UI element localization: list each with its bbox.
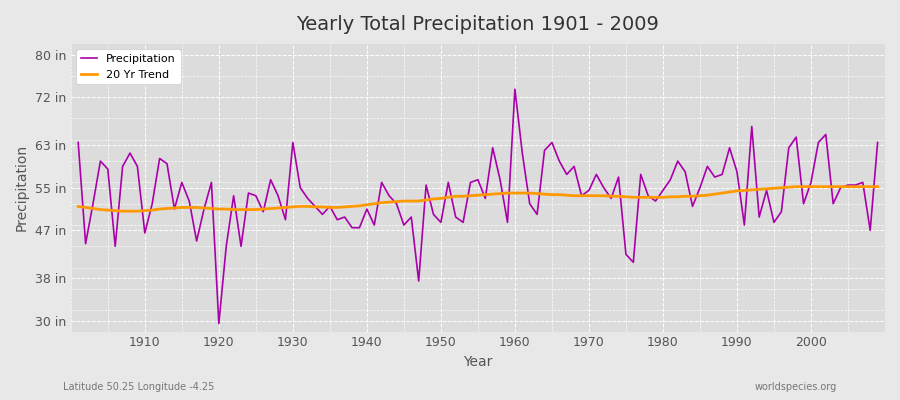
Precipitation <box>213 321 224 326</box>
20 Yr Trend <box>606 194 616 199</box>
Y-axis label: Precipitation: Precipitation <box>15 144 29 231</box>
Line: Precipitation: Precipitation <box>78 89 878 324</box>
Precipitation <box>73 140 84 145</box>
Text: worldspecies.org: worldspecies.org <box>755 382 837 392</box>
Precipitation <box>132 164 143 169</box>
Text: Latitude 50.25 Longitude -4.25: Latitude 50.25 Longitude -4.25 <box>63 382 214 392</box>
Line: 20 Yr Trend: 20 Yr Trend <box>78 187 878 211</box>
20 Yr Trend <box>872 184 883 189</box>
X-axis label: Year: Year <box>464 355 492 369</box>
Precipitation <box>613 175 624 180</box>
Precipitation <box>302 196 313 201</box>
Precipitation <box>509 87 520 92</box>
20 Yr Trend <box>791 184 802 189</box>
Precipitation <box>525 201 535 206</box>
20 Yr Trend <box>517 191 527 196</box>
20 Yr Trend <box>117 209 128 214</box>
20 Yr Trend <box>140 208 150 213</box>
20 Yr Trend <box>346 204 357 209</box>
20 Yr Trend <box>509 191 520 196</box>
20 Yr Trend <box>73 204 84 209</box>
Precipitation <box>872 140 883 145</box>
20 Yr Trend <box>302 204 313 209</box>
Legend: Precipitation, 20 Yr Trend: Precipitation, 20 Yr Trend <box>76 50 181 84</box>
Precipitation <box>517 151 527 156</box>
Precipitation <box>346 225 357 230</box>
Title: Yearly Total Precipitation 1901 - 2009: Yearly Total Precipitation 1901 - 2009 <box>296 15 660 34</box>
